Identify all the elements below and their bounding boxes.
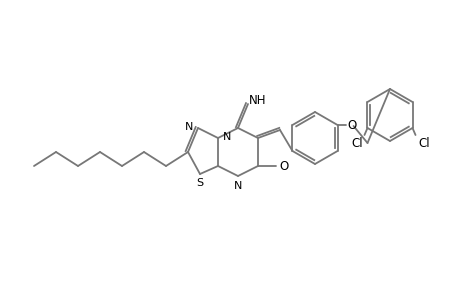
Text: Cl: Cl xyxy=(351,136,363,149)
Text: NH: NH xyxy=(249,94,266,106)
Text: N: N xyxy=(222,132,231,142)
Text: Cl: Cl xyxy=(418,136,429,149)
Text: N: N xyxy=(185,122,193,132)
Text: N: N xyxy=(233,181,241,191)
Text: O: O xyxy=(279,160,288,172)
Text: S: S xyxy=(196,178,203,188)
Text: O: O xyxy=(346,118,355,131)
